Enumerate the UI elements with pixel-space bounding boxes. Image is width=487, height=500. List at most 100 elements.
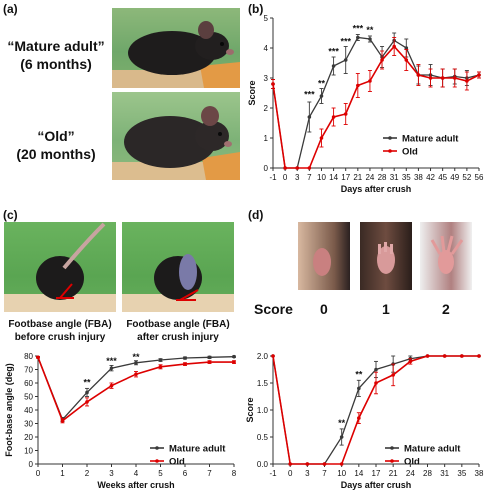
x-tick-label: 0 xyxy=(36,469,41,478)
y-tick-label: 4 xyxy=(264,44,269,53)
y-axis-label: Score xyxy=(247,80,257,105)
data-point xyxy=(404,46,409,50)
significance-marker: *** xyxy=(340,36,351,46)
x-tick-label: 28 xyxy=(378,173,387,182)
x-tick-label: 10 xyxy=(317,173,326,182)
fba-after-illustration xyxy=(122,254,234,312)
legend-marker xyxy=(388,149,392,153)
data-point xyxy=(60,419,65,423)
y-tick-label: 2 xyxy=(264,104,269,113)
x-tick-label: 3 xyxy=(109,469,114,478)
y-tick-label: 10 xyxy=(24,447,33,456)
x-tick-label: 35 xyxy=(402,173,411,182)
data-point xyxy=(391,373,395,377)
legend-marker xyxy=(390,459,394,463)
data-point xyxy=(207,360,212,364)
significance-marker: *** xyxy=(353,24,364,34)
series-line-0 xyxy=(272,36,480,169)
x-tick-label: 45 xyxy=(438,173,447,182)
data-point xyxy=(374,381,378,385)
fba-before-caption-line2: before crush injury xyxy=(14,332,106,343)
data-point xyxy=(343,58,348,62)
significance-marker: ** xyxy=(366,25,374,35)
data-point xyxy=(319,94,324,98)
significance-marker: ** xyxy=(318,78,326,88)
data-point xyxy=(288,462,292,466)
data-point xyxy=(271,82,275,86)
y-tick-label: 80 xyxy=(24,352,33,361)
legend-marker xyxy=(155,446,159,450)
data-point xyxy=(307,166,312,170)
data-point xyxy=(158,365,163,369)
x-tick-label: -1 xyxy=(269,469,277,478)
paw-score-0-illustration xyxy=(313,248,331,276)
x-tick-label: 5 xyxy=(158,469,163,478)
x-tick-label: 14 xyxy=(329,173,338,182)
data-point xyxy=(232,360,236,364)
significance-marker: *** xyxy=(304,90,315,100)
x-tick-label: -1 xyxy=(269,173,277,182)
data-point xyxy=(109,383,114,388)
data-point xyxy=(322,462,327,466)
significance-marker: ** xyxy=(132,352,140,362)
x-tick-label: 28 xyxy=(423,469,432,478)
y-tick-label: 0.5 xyxy=(257,433,269,442)
x-tick-label: 1 xyxy=(60,469,65,478)
significance-marker: ** xyxy=(83,378,91,388)
x-tick-label: 31 xyxy=(440,469,449,478)
data-point xyxy=(331,64,336,68)
data-point xyxy=(368,37,372,41)
legend-label: Old xyxy=(404,457,420,468)
chart-d: 0.0 0.5 1.0 1.5 2.0 -1 0 3 7 10 14 17 21 24 28 31 35 38 Da… xyxy=(245,352,484,490)
data-point xyxy=(404,58,409,62)
x-tick-label: 2 xyxy=(85,469,90,478)
data-point xyxy=(183,362,187,366)
score-scale-label: Score xyxy=(254,301,293,317)
y-tick-label: 70 xyxy=(24,366,33,375)
x-axis-label: Weeks after crush xyxy=(97,480,174,490)
x-tick-label: 17 xyxy=(341,173,350,182)
score-value-2: 2 xyxy=(442,301,450,317)
y-tick-label: 2.0 xyxy=(257,352,269,361)
panel-letter-a: (a) xyxy=(3,2,18,16)
y-tick-label: 1.5 xyxy=(257,379,269,388)
data-point xyxy=(343,112,348,116)
series-line-1 xyxy=(272,45,480,169)
y-tick-label: 3 xyxy=(264,74,269,83)
data-point xyxy=(158,358,163,362)
significance-marker: *** xyxy=(106,356,117,366)
y-tick-label: 50 xyxy=(24,393,33,402)
panel-letter-c: (c) xyxy=(3,208,18,222)
x-tick-label: 38 xyxy=(475,469,484,478)
data-point xyxy=(408,359,413,364)
y-tick-label: 0.0 xyxy=(257,460,269,469)
old-mouse-illustration xyxy=(112,106,240,180)
x-tick-label: 7 xyxy=(307,173,312,182)
y-tick-label: 5 xyxy=(264,14,269,23)
x-tick-label: 52 xyxy=(462,173,471,182)
data-point xyxy=(307,115,312,119)
x-tick-label: 3 xyxy=(295,173,300,182)
fba-before-caption-line1: Footbase angle (FBA) xyxy=(8,319,112,330)
chart-foot-base-angle: 0 10 20 30 40 50 60 70 80 0 1 2 3 4 5 6 7 8 Weeks after cr… xyxy=(4,352,237,490)
data-point xyxy=(357,416,361,420)
legend-label: Old xyxy=(402,147,418,158)
data-point xyxy=(271,354,275,358)
data-point xyxy=(134,360,138,365)
data-point xyxy=(85,390,89,395)
paw-score-2-illustration xyxy=(430,235,464,274)
x-tick-label: 14 xyxy=(354,469,363,478)
data-point xyxy=(465,79,469,83)
y-tick-label: 1 xyxy=(264,134,269,143)
x-tick-label: 21 xyxy=(353,173,362,182)
data-point xyxy=(36,355,40,360)
x-tick-label: 7 xyxy=(322,469,327,478)
x-tick-label: 8 xyxy=(232,469,237,478)
data-point xyxy=(232,354,236,359)
data-point xyxy=(357,386,361,391)
data-point xyxy=(356,35,360,40)
y-tick-label: 60 xyxy=(24,379,33,388)
legend-marker xyxy=(155,459,159,463)
y-tick-label: 1.0 xyxy=(257,406,269,415)
data-point xyxy=(85,400,89,404)
